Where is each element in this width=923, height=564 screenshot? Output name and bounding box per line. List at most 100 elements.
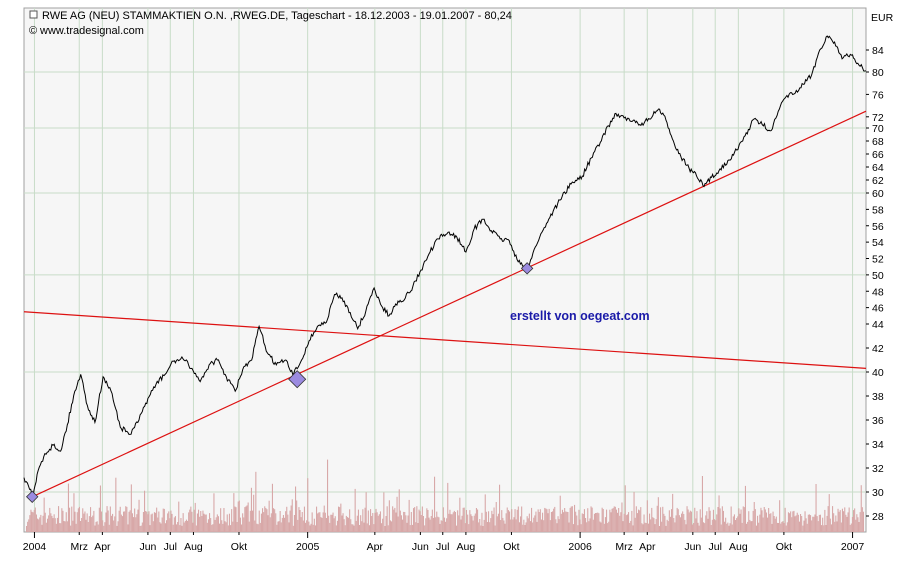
- volume-bar: [613, 506, 615, 532]
- volume-bar: [47, 518, 49, 532]
- volume-bar: [778, 523, 780, 532]
- volume-bar: [780, 523, 782, 532]
- volume-bar: [201, 516, 203, 532]
- volume-bar: [426, 508, 428, 532]
- volume-bar: [72, 520, 74, 532]
- volume-bar: [106, 506, 108, 532]
- volume-bar: [123, 511, 125, 532]
- volume-bar: [614, 506, 616, 532]
- volume-bar: [596, 512, 598, 532]
- volume-bar: [802, 525, 804, 532]
- volume-bar: [112, 513, 114, 532]
- volume-bar: [61, 508, 63, 532]
- volume-bar: [222, 523, 224, 532]
- volume-bar: [843, 511, 845, 532]
- volume-bar: [692, 524, 694, 532]
- volume-bar: [467, 514, 469, 532]
- volume-bar: [275, 513, 277, 532]
- volume-bar: [194, 502, 196, 532]
- volume-bar: [447, 482, 449, 532]
- series-toggle-icon[interactable]: [29, 10, 38, 19]
- volume-bar: [110, 515, 112, 532]
- volume-bar: [168, 511, 170, 532]
- volume-bar: [361, 521, 363, 532]
- volume-bar: [421, 506, 423, 532]
- volume-bar: [714, 519, 716, 532]
- volume-bar: [716, 514, 718, 532]
- volume-bar: [102, 520, 104, 532]
- volume-bar: [517, 506, 519, 532]
- y-tick-label: 58: [872, 204, 884, 216]
- volume-bar: [177, 522, 179, 532]
- volume-bar: [837, 508, 839, 532]
- volume-bar: [370, 509, 372, 532]
- volume-bar: [81, 518, 83, 532]
- volume-bar: [844, 507, 846, 532]
- volume-bar: [774, 518, 776, 532]
- volume-bar: [364, 507, 366, 532]
- volume-bar: [540, 519, 542, 532]
- touch-markers: [25, 262, 534, 504]
- volume-bar: [833, 513, 835, 532]
- volume-bar: [295, 486, 297, 532]
- volume-bar: [609, 509, 611, 532]
- volume-bar: [626, 514, 628, 532]
- volume-bar: [381, 523, 383, 532]
- volume-bar: [60, 523, 62, 532]
- volume-bar: [241, 524, 243, 532]
- volume-bar: [550, 512, 552, 532]
- volume-bar: [354, 488, 356, 532]
- volume-bar: [746, 523, 748, 532]
- volume-bar: [592, 519, 594, 532]
- volume-bar: [48, 515, 50, 532]
- volume-bar: [655, 519, 657, 532]
- volume-bar: [51, 515, 53, 532]
- volume-bar: [854, 508, 856, 532]
- volume-bar: [635, 506, 637, 532]
- volume-bar: [724, 521, 726, 532]
- volume-bar: [597, 512, 599, 532]
- volume-bar: [384, 526, 386, 532]
- volume-bar: [685, 524, 687, 532]
- volume-bar: [510, 519, 512, 532]
- volume-bar: [694, 507, 696, 532]
- x-tick-label: Jul: [708, 541, 721, 553]
- volume-bar: [607, 523, 609, 532]
- volume-bar: [144, 490, 146, 532]
- volume-bar: [238, 500, 240, 532]
- volume-bar: [824, 509, 826, 532]
- volume-bar: [689, 510, 691, 532]
- volume-bar: [815, 484, 817, 532]
- volume-bar: [862, 511, 864, 532]
- volume-bar: [855, 519, 857, 532]
- volume-bar: [28, 519, 30, 532]
- y-tick-label: 54: [872, 237, 884, 249]
- volume-bar: [206, 522, 208, 532]
- volume-bar: [97, 524, 99, 532]
- volume-bar: [520, 516, 522, 532]
- volume-bar: [509, 511, 511, 532]
- volume-bar: [651, 507, 653, 532]
- volume-bar: [217, 516, 219, 532]
- volume-bar: [513, 517, 515, 532]
- x-tick-label: Jun: [139, 541, 156, 553]
- volume-bar: [797, 514, 799, 532]
- volume-bar: [243, 517, 245, 532]
- volume-bar: [296, 500, 298, 532]
- volume-bar: [492, 514, 494, 532]
- volume-bar: [101, 511, 103, 532]
- volume-bar: [332, 512, 334, 532]
- volume-bar: [202, 510, 204, 532]
- volume-bar: [242, 513, 244, 532]
- volume-bar: [403, 511, 405, 532]
- volume-bar: [39, 517, 41, 532]
- volume-bar: [479, 519, 481, 532]
- volume-bar: [539, 509, 541, 532]
- volume-bar: [749, 519, 751, 532]
- volume-bar: [78, 506, 80, 532]
- volume-bar: [126, 506, 128, 532]
- volume-bar: [721, 506, 723, 532]
- volume-bar: [170, 510, 172, 532]
- volume-bar: [819, 514, 821, 532]
